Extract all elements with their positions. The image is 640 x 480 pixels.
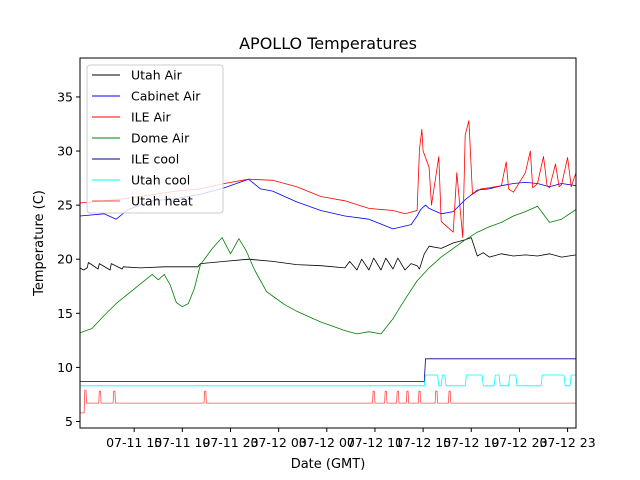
series-line-dome-air — [80, 205, 576, 335]
x-tick-label: 07-12 15 — [395, 435, 451, 450]
chart-title: APOLLO Temperatures — [239, 34, 417, 53]
x-tick-label: 07-11 23 — [202, 435, 258, 450]
series-line-utah-air — [80, 237, 576, 271]
legend-label: Dome Air — [131, 131, 190, 146]
y-tick-label: 30 — [57, 144, 73, 159]
series-layer — [80, 120, 576, 414]
y-axis-label: Temperature (C) — [32, 190, 47, 297]
x-tick-label: 07-12 23 — [491, 435, 547, 450]
x-tick-label: 07-11 15 — [106, 435, 162, 450]
legend-label: Cabinet Air — [131, 89, 201, 104]
legend-label: Utah heat — [131, 194, 193, 209]
x-axis-label: Date (GMT) — [291, 457, 366, 472]
y-tick-label: 20 — [57, 252, 73, 267]
legend-label: ILE cool — [131, 152, 179, 167]
legend-label: Utah Air — [131, 68, 183, 83]
x-tick-label: 07-12 23 — [539, 435, 595, 450]
y-tick-label: 15 — [57, 306, 73, 321]
legend-label: Utah cool — [131, 173, 190, 188]
y-tick-label: 10 — [57, 360, 73, 375]
y-tick-label: 35 — [57, 89, 73, 104]
series-line-utah-heat — [80, 389, 576, 414]
x-tick-label: 07-12 19 — [443, 435, 499, 450]
x-tick-label: 07-12 11 — [347, 435, 403, 450]
series-line-ile-cool — [80, 358, 576, 382]
y-tick-label: 25 — [57, 198, 73, 213]
x-tick-label: 07-12 03 — [251, 435, 307, 450]
legend: Utah Air Cabinet Air ILE Air Dome Air ILE co… — [86, 64, 224, 214]
series-line-utah-cool — [80, 374, 576, 387]
legend-label: ILE Air — [131, 110, 172, 125]
x-tick-label: 07-11 19 — [154, 435, 210, 450]
x-tick-label: 07-12 07 — [299, 435, 355, 450]
plot-frame — [79, 57, 577, 429]
y-axis: 5 10 15 20 25 30 35 — [57, 89, 80, 429]
y-tick-label: 5 — [65, 414, 73, 429]
legend-box — [86, 64, 224, 214]
series-line-ile-air — [80, 120, 576, 238]
